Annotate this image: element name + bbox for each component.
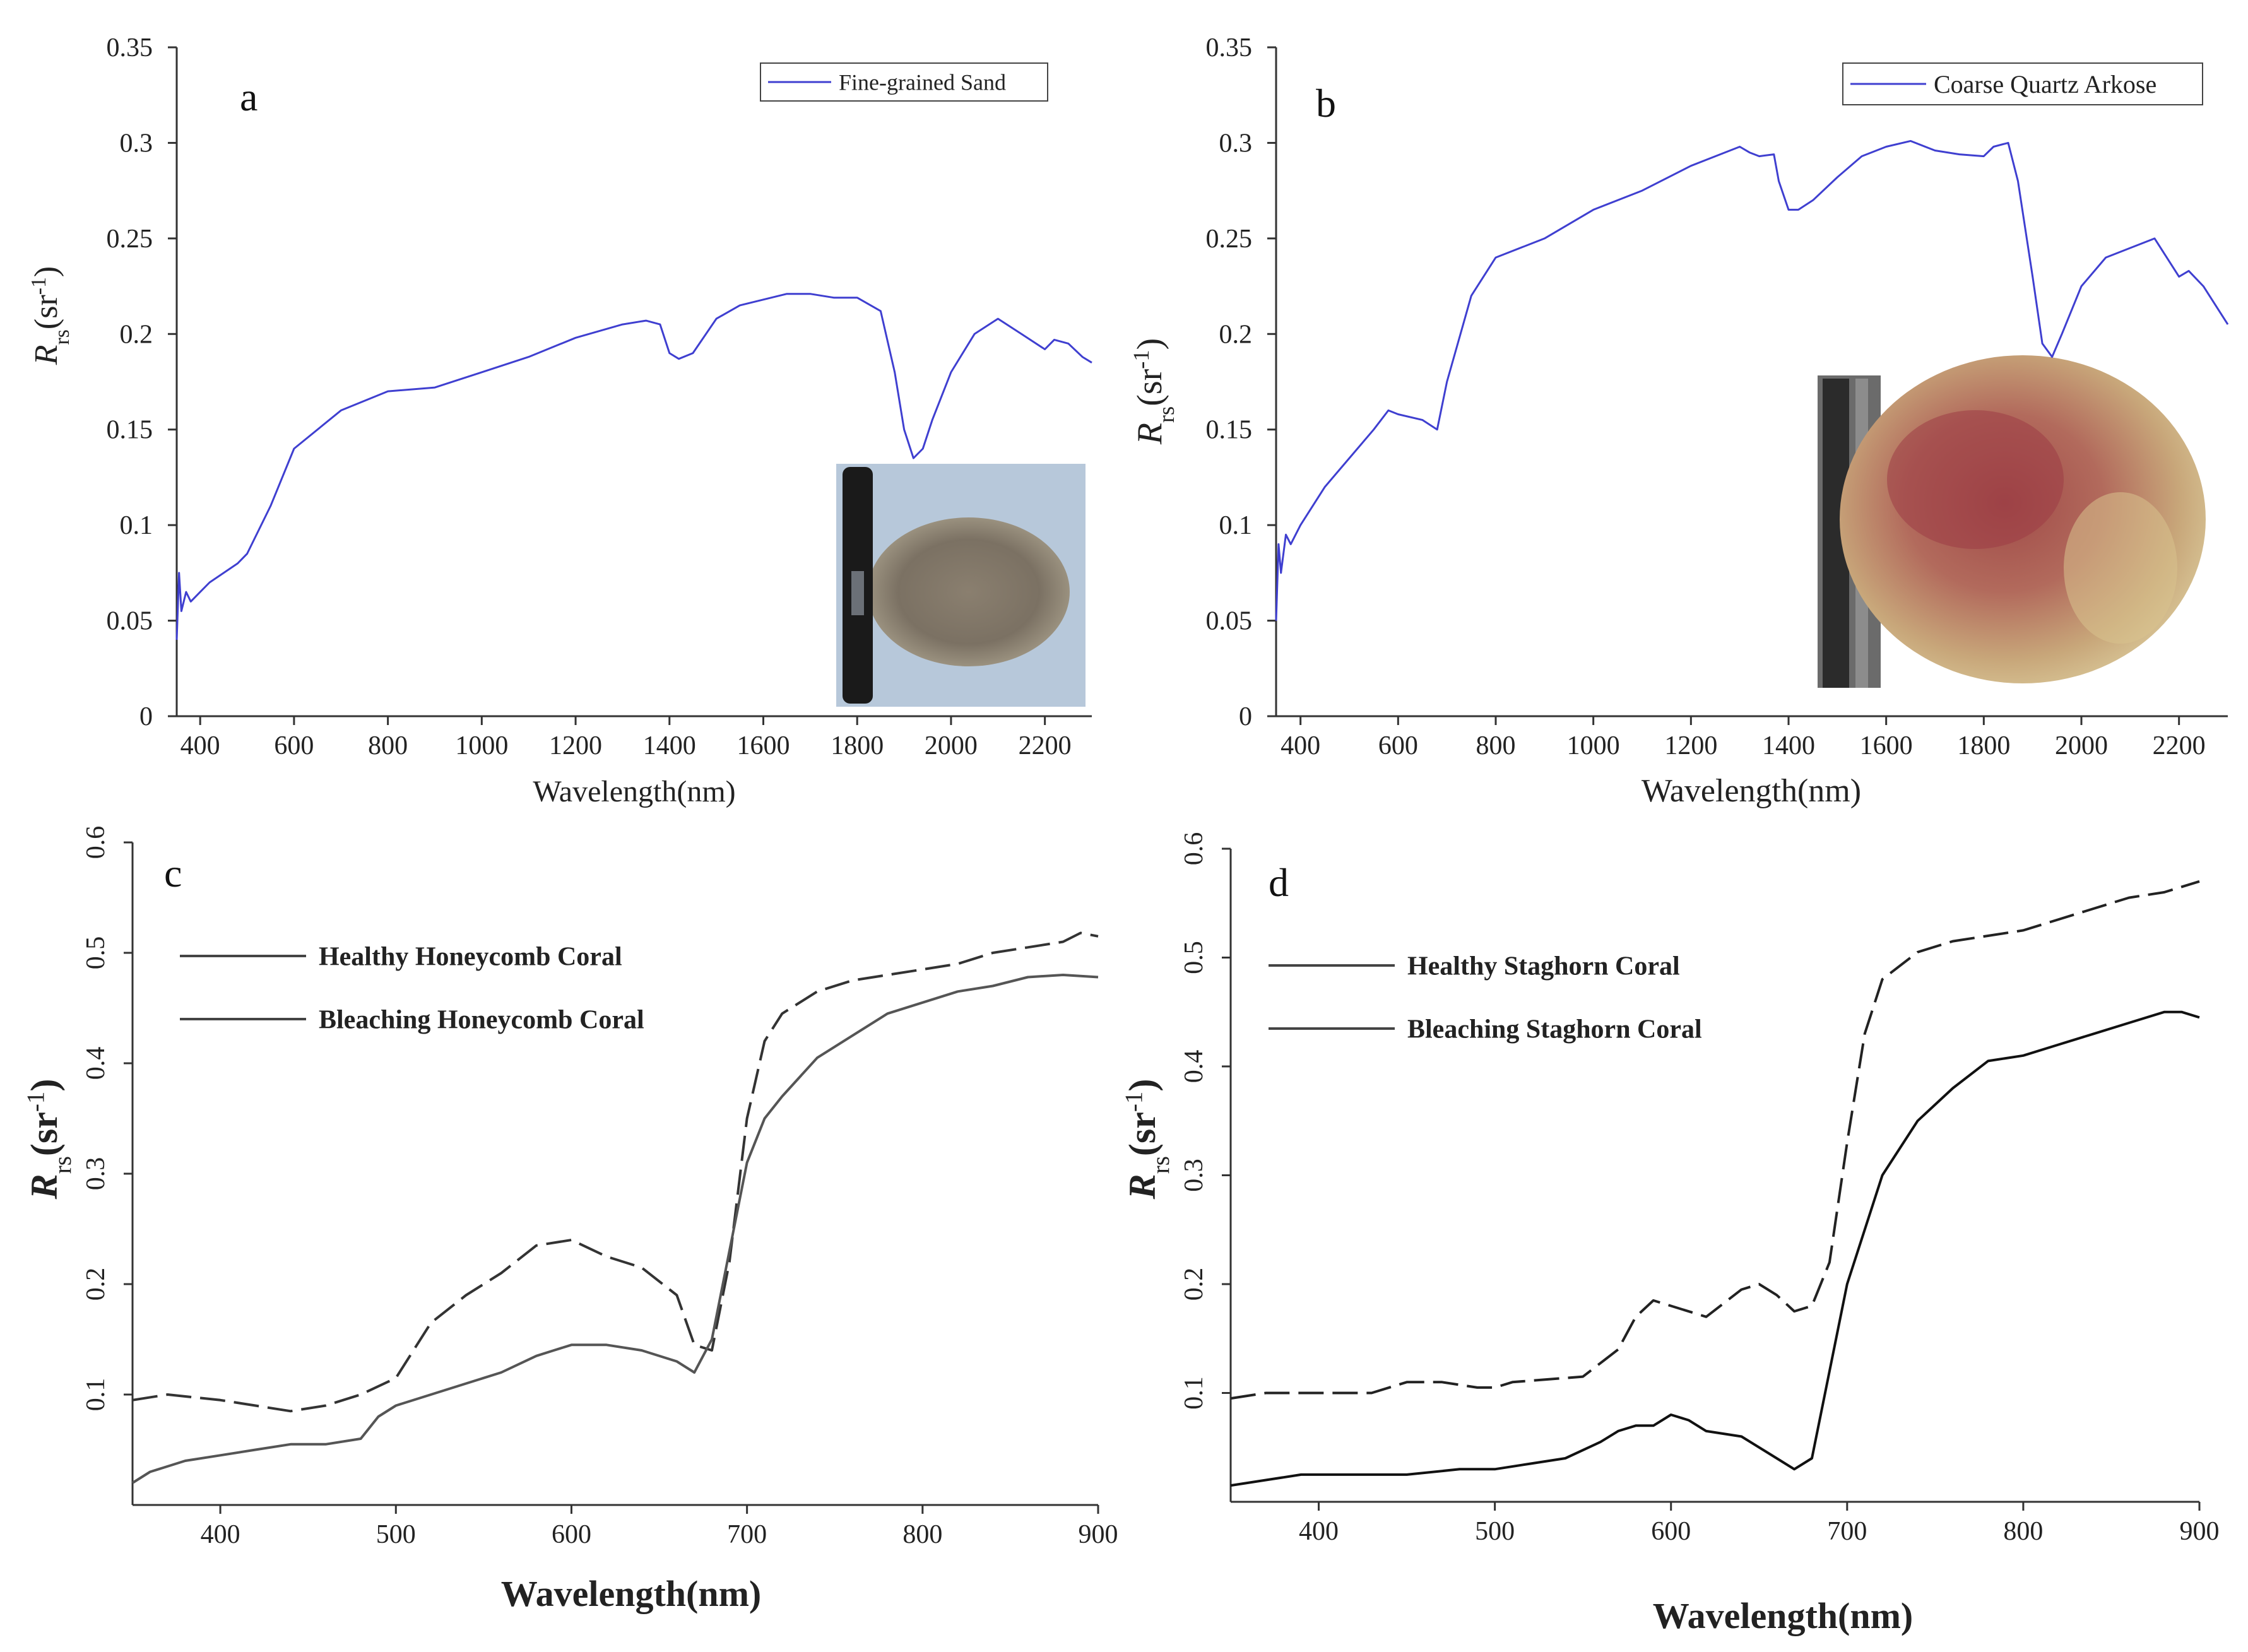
y-axis-label: Rrs(sr-1): [27, 266, 74, 366]
x-tick-label: 400: [1281, 731, 1320, 760]
y-tick-label: 0.3: [120, 129, 153, 158]
x-tick-label: 1400: [643, 731, 696, 760]
x-tick-label: 1000: [1567, 731, 1620, 760]
x-tick-label: 600: [552, 1520, 591, 1549]
series-line-1: [1275, 139, 2229, 621]
series-line-1: [175, 293, 1092, 640]
x-tick-label: 1400: [1762, 731, 1815, 760]
y-tick-label: 0.3: [1180, 1159, 1209, 1192]
panel-label: b: [1316, 81, 1336, 126]
panel-a-chart: 400 600 800 1000 1200 1400 1600 1800 2000 2200 0 0.…: [27, 33, 1092, 808]
legend-label: Fine-grained Sand: [839, 70, 1006, 95]
panel-label: a: [240, 74, 257, 119]
panel-c-chart: 400 500 600 700 800 900 0.1 0.2 0.3 0.4 0.5 0.6 c Wav…: [22, 826, 1118, 1614]
x-axis-label: Wavelength(nm): [1653, 1595, 1913, 1636]
x-tick-label: 800: [368, 731, 408, 760]
series-line-2: [1230, 1010, 2200, 1487]
y-axis-label: Rrs(sr-1): [1128, 338, 1179, 445]
legend-label: Healthy Honeycomb Coral: [319, 943, 622, 972]
y-tick-label: 0.6: [1180, 832, 1209, 866]
y-tick-label: 0.2: [1180, 1268, 1209, 1301]
x-tick-label: 1800: [1957, 731, 2010, 760]
y-tick-label: 0.25: [1206, 225, 1253, 254]
legend-label: Healthy Staghorn Coral: [1407, 952, 1680, 981]
x-tick-label: 1600: [1860, 731, 1913, 760]
y-tick-label: 0.15: [107, 416, 153, 445]
panel-b-chart: 400 600 800 1000 1200 1400 1600 1800 2000 2200 0 0.…: [1128, 33, 2229, 809]
y-tick-label: 0.05: [107, 607, 153, 636]
x-axis-label: Wavelength(nm): [533, 775, 735, 808]
legend-label: Bleaching Staghorn Coral: [1407, 1015, 1702, 1044]
y-axis-label: Rrs(sr-1): [22, 1079, 76, 1200]
y-tick-label: 0.3: [81, 1157, 110, 1191]
panel-label: d: [1269, 860, 1289, 905]
x-tick-label: 500: [1475, 1517, 1515, 1546]
y-tick-label: 0.2: [1219, 320, 1253, 349]
series-line-1: [132, 931, 1099, 1413]
x-tick-label: 1800: [831, 731, 884, 760]
x-axis-label: Wavelength(nm): [1642, 773, 1861, 809]
legend-label: Bleaching Honeycomb Coral: [319, 1006, 644, 1035]
y-tick-label: 0.2: [120, 320, 153, 349]
y-tick-label: 0.35: [1206, 33, 1253, 62]
x-tick-label: 600: [274, 731, 314, 760]
legend-label: Coarse Quartz Arkose: [1934, 70, 2156, 98]
x-tick-label: 2200: [1019, 731, 1072, 760]
y-tick-label: 0.15: [1206, 416, 1253, 445]
x-tick-label: 600: [1651, 1517, 1691, 1546]
y-tick-label: 0.05: [1206, 607, 1253, 636]
y-tick-label: 0.35: [107, 33, 153, 62]
x-tick-label: 600: [1378, 731, 1418, 760]
y-tick-label: 0.5: [81, 936, 110, 970]
y-tick-label: 0.25: [107, 225, 153, 254]
x-tick-label: 1600: [737, 731, 790, 760]
series-line-2: [131, 974, 1099, 1484]
y-tick-label: 0.1: [1180, 1376, 1209, 1410]
x-tick-label: 800: [1476, 731, 1516, 760]
x-tick-label: 1200: [1664, 731, 1717, 760]
x-tick-label: 1200: [549, 731, 602, 760]
x-tick-label: 2000: [2055, 731, 2108, 760]
x-tick-label: 2200: [2153, 731, 2206, 760]
y-tick-label: 0.5: [1180, 941, 1209, 974]
y-tick-label: 0.1: [1219, 511, 1253, 540]
y-tick-label: 0.3: [1219, 129, 1253, 158]
coarse-arkose-sample-photo: [1818, 355, 2206, 688]
y-tick-label: 0.6: [81, 826, 110, 859]
x-tick-label: 900: [1079, 1520, 1118, 1549]
x-tick-label: 700: [727, 1520, 767, 1549]
y-tick-label: 0.2: [81, 1268, 110, 1301]
y-tick-label: 0.4: [1180, 1050, 1209, 1083]
panel-d-chart: 400 500 600 700 800 900 0.1 0.2 0.3 0.4 0.5 0.6 d Wav…: [1120, 832, 2220, 1636]
x-tick-label: 400: [201, 1520, 240, 1549]
x-tick-label: 400: [180, 731, 220, 760]
x-tick-label: 400: [1299, 1517, 1339, 1546]
y-tick-label: 0: [1239, 702, 1252, 731]
panel-label: c: [164, 851, 182, 895]
y-tick-label: 0.4: [81, 1047, 110, 1080]
y-tick-label: 0.1: [81, 1378, 110, 1412]
y-axis-label: Rrs(sr-1): [1120, 1079, 1174, 1200]
y-tick-label: 0.1: [120, 511, 153, 540]
x-tick-label: 800: [2003, 1517, 2043, 1546]
x-tick-label: 900: [2180, 1517, 2220, 1546]
x-tick-label: 1000: [455, 731, 508, 760]
x-tick-label: 800: [902, 1520, 942, 1549]
x-tick-label: 2000: [925, 731, 978, 760]
x-axis-label: Wavelength(nm): [501, 1573, 761, 1614]
y-tick-label: 0: [139, 702, 153, 731]
fine-sand-sample-photo: [836, 464, 1086, 707]
x-tick-label: 500: [376, 1520, 416, 1549]
x-tick-label: 700: [1827, 1517, 1867, 1546]
series-line-1: [1230, 880, 2200, 1400]
